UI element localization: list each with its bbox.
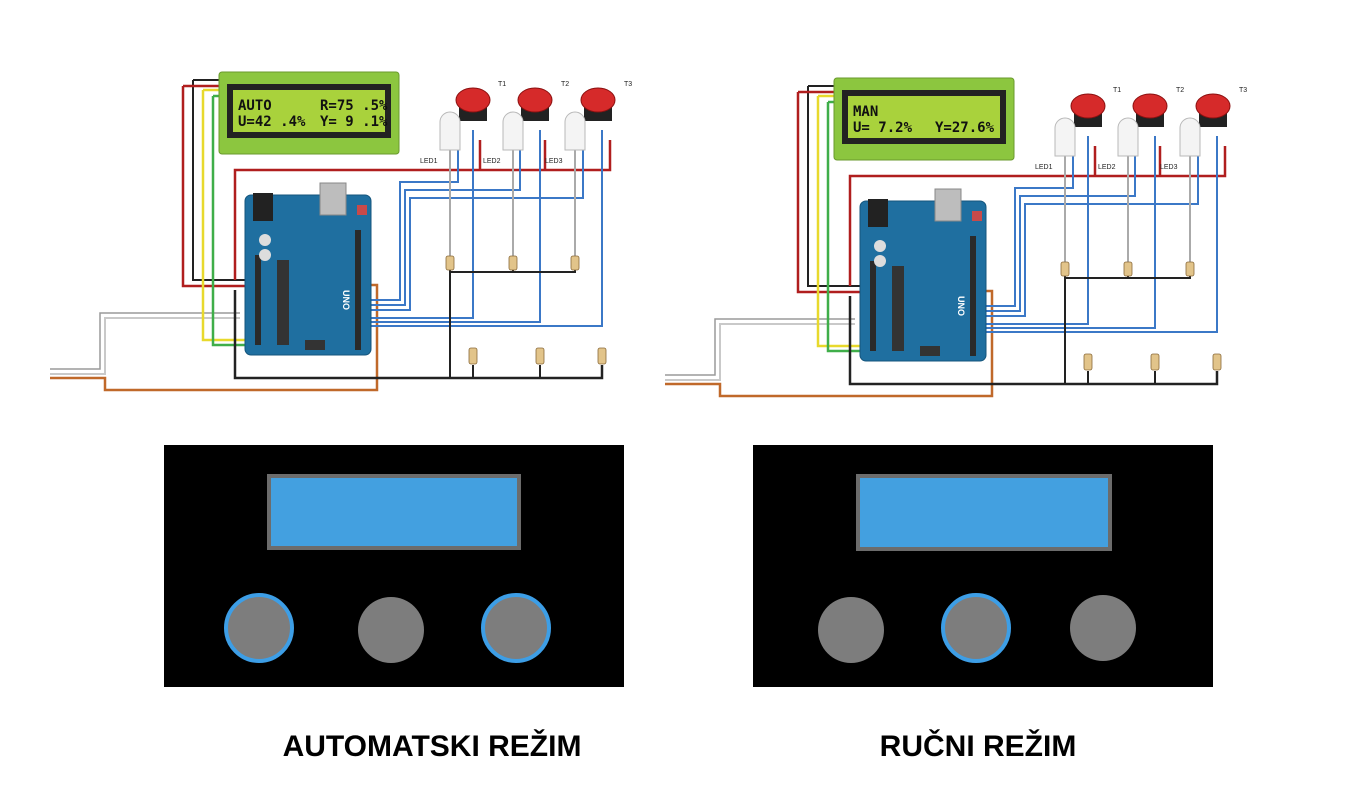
button-label-t2: T2 (1176, 87, 1184, 94)
button-label-t3: T3 (624, 81, 632, 88)
lcd-line1-right: R=75 .5% (320, 98, 388, 114)
panel-screen (271, 478, 517, 546)
lcd-line1-left: AUTO (238, 98, 272, 114)
lcd-line2-left: U= 7.2% (853, 120, 913, 136)
circuit-manual: MAN U= 7.2% Y=27.6% T1 T2 T3 LED1 LED2 L… (663, 76, 1247, 398)
lcd-line2-right: Y=27.6% (935, 120, 995, 136)
panel-knob-3[interactable] (481, 593, 551, 663)
caption-auto: AUTOMATSKI REŽIM (282, 730, 582, 763)
lcd-line2-left: U=42 .4% (238, 114, 306, 130)
panel-knob-1[interactable] (224, 593, 294, 663)
led-label-1: LED1 (1035, 164, 1053, 171)
panel-knob-2[interactable] (941, 593, 1011, 663)
circuit-auto: AUTO R=75 .5% U=42 .4% Y= 9 .1% T1 T2 T3… (48, 70, 632, 392)
lcd-line2-right: Y= 9 .1% (320, 114, 388, 130)
board-logo: UNO (956, 296, 966, 316)
button-label-t1: T1 (498, 81, 506, 88)
panel-knob-2[interactable] (358, 597, 424, 663)
led-label-1: LED1 (420, 158, 438, 165)
caption-manual: RUČNI REŽIM (879, 730, 1077, 763)
button-label-t3: T3 (1239, 87, 1247, 94)
panel-knob-1[interactable] (818, 597, 884, 663)
lcd-line1-left: MAN (853, 104, 878, 120)
panel-manual (753, 445, 1213, 687)
led-label-2: LED2 (1098, 164, 1116, 171)
button-label-t1: T1 (1113, 87, 1121, 94)
led-label-2: LED2 (483, 158, 501, 165)
button-label-t2: T2 (561, 81, 569, 88)
led-label-3: LED3 (545, 158, 563, 165)
panel-knob-3[interactable] (1070, 595, 1136, 661)
panel-screen (860, 478, 1108, 547)
board-logo: UNO (341, 290, 351, 310)
panel-auto (164, 445, 624, 687)
led-label-3: LED3 (1160, 164, 1178, 171)
